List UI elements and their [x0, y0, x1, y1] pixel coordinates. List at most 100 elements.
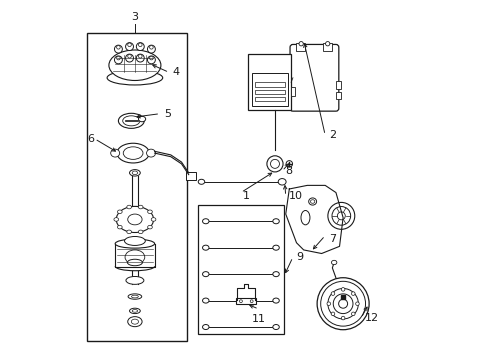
Ellipse shape	[202, 219, 208, 224]
Ellipse shape	[138, 43, 142, 46]
Ellipse shape	[125, 250, 144, 264]
Ellipse shape	[128, 294, 142, 299]
Ellipse shape	[147, 225, 152, 229]
Ellipse shape	[118, 113, 144, 129]
Polygon shape	[237, 284, 255, 300]
Ellipse shape	[124, 237, 145, 246]
Ellipse shape	[149, 45, 153, 49]
Ellipse shape	[330, 312, 334, 316]
Ellipse shape	[298, 41, 303, 46]
Ellipse shape	[326, 302, 330, 306]
Ellipse shape	[117, 225, 122, 229]
Text: 5: 5	[163, 109, 170, 119]
Ellipse shape	[202, 272, 208, 276]
Bar	[296, 43, 305, 51]
Ellipse shape	[278, 179, 285, 185]
Bar	[251, 73, 287, 107]
Ellipse shape	[114, 56, 122, 64]
Ellipse shape	[351, 312, 354, 316]
Ellipse shape	[272, 272, 279, 276]
Polygon shape	[285, 185, 343, 253]
Text: 12: 12	[364, 313, 378, 323]
Ellipse shape	[270, 159, 279, 168]
Ellipse shape	[320, 281, 365, 326]
Ellipse shape	[125, 54, 133, 62]
Ellipse shape	[136, 42, 144, 50]
Bar	[86, 33, 187, 341]
Ellipse shape	[272, 219, 279, 224]
Ellipse shape	[147, 56, 155, 64]
Text: 2: 2	[328, 130, 335, 140]
Ellipse shape	[285, 161, 292, 167]
Bar	[323, 43, 332, 51]
Text: 11: 11	[251, 315, 265, 324]
Bar	[290, 87, 295, 96]
Ellipse shape	[317, 278, 368, 330]
Ellipse shape	[202, 324, 208, 329]
Ellipse shape	[355, 302, 359, 306]
Bar	[186, 172, 196, 180]
Text: 8: 8	[285, 166, 292, 176]
Ellipse shape	[351, 292, 354, 295]
Ellipse shape	[330, 292, 334, 295]
Ellipse shape	[327, 288, 358, 319]
Ellipse shape	[239, 300, 242, 303]
Ellipse shape	[116, 45, 120, 49]
Bar	[335, 92, 341, 99]
Ellipse shape	[127, 54, 131, 58]
Ellipse shape	[127, 317, 142, 327]
Text: 3: 3	[131, 12, 138, 22]
FancyBboxPatch shape	[289, 44, 338, 111]
Ellipse shape	[202, 298, 208, 303]
Text: 1: 1	[242, 191, 249, 201]
Ellipse shape	[266, 156, 283, 172]
Ellipse shape	[127, 43, 131, 46]
Ellipse shape	[333, 294, 352, 314]
Bar	[254, 90, 284, 94]
Bar	[198, 205, 284, 334]
Ellipse shape	[202, 245, 208, 250]
Ellipse shape	[116, 56, 120, 60]
Ellipse shape	[127, 214, 142, 225]
Ellipse shape	[114, 45, 122, 53]
Ellipse shape	[147, 45, 155, 53]
Text: 4: 4	[172, 67, 180, 77]
Ellipse shape	[327, 202, 354, 229]
Ellipse shape	[132, 171, 137, 175]
Ellipse shape	[138, 116, 145, 122]
Ellipse shape	[131, 295, 138, 298]
Ellipse shape	[129, 170, 140, 176]
Ellipse shape	[198, 179, 204, 184]
Ellipse shape	[310, 200, 314, 203]
Ellipse shape	[115, 239, 154, 248]
Ellipse shape	[331, 260, 336, 265]
Ellipse shape	[338, 299, 347, 308]
Ellipse shape	[138, 54, 142, 58]
Ellipse shape	[272, 298, 279, 303]
Ellipse shape	[301, 211, 309, 225]
Polygon shape	[340, 295, 345, 300]
Bar	[254, 97, 284, 101]
Bar	[254, 82, 284, 87]
Ellipse shape	[272, 324, 279, 329]
Text: 7: 7	[328, 234, 335, 244]
Ellipse shape	[127, 259, 142, 266]
Ellipse shape	[129, 308, 140, 314]
Ellipse shape	[341, 288, 344, 291]
Ellipse shape	[122, 116, 140, 126]
Ellipse shape	[132, 310, 137, 312]
Ellipse shape	[272, 245, 279, 250]
Ellipse shape	[126, 205, 131, 209]
Ellipse shape	[107, 71, 163, 85]
Ellipse shape	[136, 54, 144, 62]
Ellipse shape	[149, 56, 153, 60]
Text: 10: 10	[289, 191, 303, 201]
Ellipse shape	[110, 149, 120, 157]
Bar	[236, 298, 256, 304]
Ellipse shape	[151, 218, 156, 221]
Text: 9: 9	[296, 252, 303, 262]
Text: 6: 6	[87, 134, 94, 144]
Ellipse shape	[325, 41, 329, 46]
Ellipse shape	[126, 230, 131, 234]
Ellipse shape	[109, 50, 161, 81]
